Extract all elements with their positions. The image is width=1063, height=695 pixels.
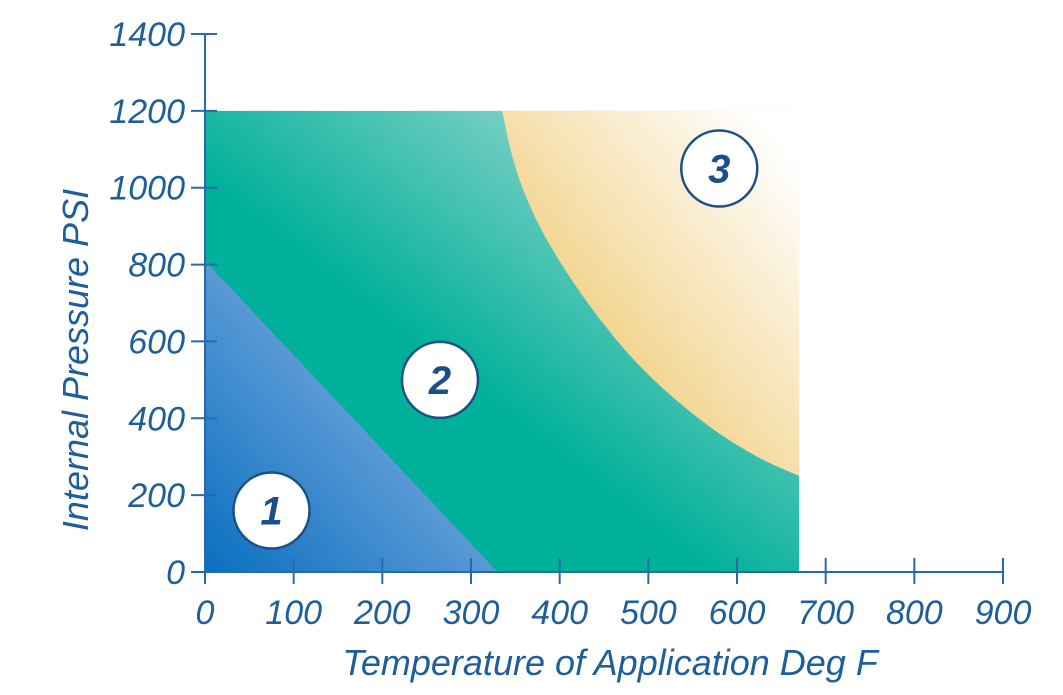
x-tick-label: 500 xyxy=(620,594,677,632)
zone-3-label: 3 xyxy=(680,129,759,208)
zone-label-number: 3 xyxy=(708,148,730,192)
zone-label-circle xyxy=(232,471,311,550)
y-tick-label: 200 xyxy=(127,477,185,515)
x-tick-label: 700 xyxy=(797,594,854,632)
x-axis-title: Temperature of Application Deg F xyxy=(342,642,880,683)
axes-layer: 0 100 200 300 400 500 600 700 800 900 0 200 400 600 80… xyxy=(109,16,1031,632)
zone-2-label: 2 xyxy=(400,340,480,420)
x-tick-label: 800 xyxy=(886,594,943,632)
y-axis-title: Internal Pressure PSI xyxy=(55,189,96,531)
x-tick-label: 200 xyxy=(353,594,411,632)
x-tick-label: 900 xyxy=(975,594,1032,632)
y-tick-label: 0 xyxy=(166,554,185,592)
y-tick-label: 1400 xyxy=(109,16,185,54)
zone-label-circle xyxy=(680,129,759,208)
x-tick-label: 300 xyxy=(443,594,500,632)
y-tick-label: 1000 xyxy=(109,170,185,208)
x-tick-label: 100 xyxy=(265,594,322,632)
zone-label-number: 2 xyxy=(428,359,451,403)
y-tick-label: 1200 xyxy=(109,93,185,131)
y-tick-label: 400 xyxy=(128,400,185,438)
zone-label-number: 1 xyxy=(260,490,282,534)
x-tick-label: 600 xyxy=(709,594,766,632)
x-tick-label: 0 xyxy=(196,594,215,632)
zone-labels-layer: 1 2 3 xyxy=(232,129,759,550)
x-tick-label: 400 xyxy=(531,594,588,632)
zone-label-circle xyxy=(400,340,480,420)
y-tick-label: 800 xyxy=(128,247,185,285)
zone-1-label: 1 xyxy=(232,471,311,550)
y-tick-label: 600 xyxy=(128,323,185,361)
